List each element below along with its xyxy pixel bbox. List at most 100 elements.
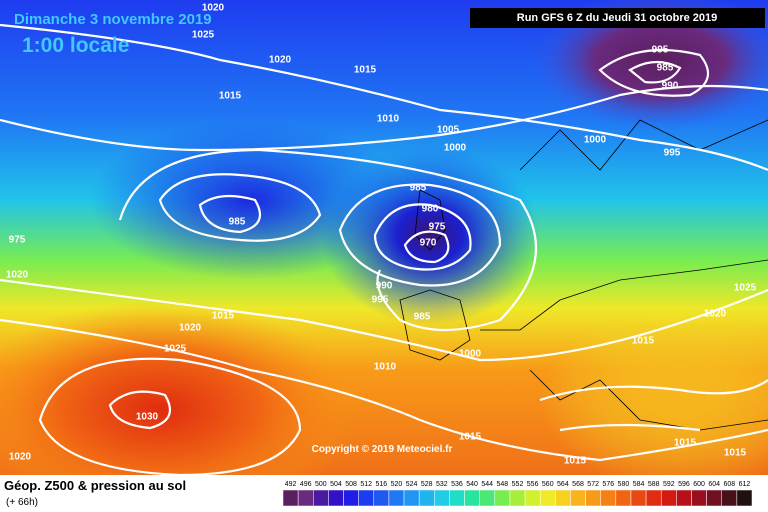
legend-label: 504	[330, 481, 342, 488]
isobar-label: 1020	[9, 452, 32, 463]
legend-label: 608	[723, 481, 735, 488]
legend-swatch	[721, 489, 738, 507]
isobar-label: 1025	[192, 30, 215, 41]
legend-swatch	[464, 489, 480, 507]
legend-swatch	[524, 489, 541, 507]
legend-swatch	[570, 489, 586, 507]
isobar-label: 1015	[724, 448, 747, 459]
legend-swatch	[418, 489, 435, 507]
legend-label: 532	[436, 481, 448, 488]
legend-swatch	[555, 489, 571, 507]
legend-swatch	[600, 489, 617, 507]
isobar-label: 1015	[354, 65, 377, 76]
map-time: 1:00 locale	[22, 34, 129, 57]
legend-swatch	[282, 489, 299, 507]
legend-label: 528	[421, 481, 433, 488]
legend-label: 592	[663, 481, 675, 488]
legend-swatch	[328, 489, 344, 507]
legend-label: 496	[300, 481, 312, 488]
isobar-label: 1020	[202, 3, 225, 14]
legend-label: 588	[648, 481, 660, 488]
isobar-label: 1015	[219, 91, 242, 102]
legend-label: 500	[315, 481, 327, 488]
isobar-label: 1030	[136, 412, 159, 423]
legend-label: 560	[542, 481, 554, 488]
isobar-label: 1010	[377, 114, 400, 125]
isobar-label: 995	[664, 148, 681, 159]
isobar-label: 1025	[164, 344, 187, 355]
coastlines	[399, 119, 768, 431]
isobar-label: 985	[657, 63, 674, 74]
legend-label: 524	[406, 481, 418, 488]
isobar-label: 975	[9, 235, 26, 246]
isobar-label: 990	[662, 81, 679, 92]
legend-label: 564	[557, 481, 569, 488]
legend-label: 576	[602, 481, 614, 488]
isobar-label: 1000	[444, 143, 467, 154]
isobar-label: 980	[422, 204, 439, 215]
legend-swatch	[615, 489, 632, 507]
isobar-label: 985	[410, 183, 427, 194]
legend-label: 572	[587, 481, 599, 488]
isobar-label: 975	[429, 222, 446, 233]
legend-swatch	[313, 489, 329, 507]
legend-swatch	[449, 489, 465, 507]
isobar-label: 1015	[674, 438, 697, 449]
legend-label: 584	[633, 481, 645, 488]
legend-swatch	[388, 489, 405, 507]
isobar-label: 1015	[459, 432, 482, 443]
legend-label: 540	[466, 481, 478, 488]
legend-label: 612	[739, 481, 751, 488]
isobars	[0, 23, 768, 477]
legend-swatch	[403, 489, 420, 507]
isobar-label: 1015	[564, 456, 587, 467]
isobar-label: 1020	[269, 55, 292, 66]
legend-swatch	[585, 489, 601, 507]
isobar-label: 995	[652, 45, 669, 56]
isobar-label: 1000	[459, 349, 482, 360]
legend-label: 508	[345, 481, 357, 488]
isobar-label: 1025	[734, 283, 757, 294]
isobar-label: 1015	[212, 311, 235, 322]
isobar-label: 990	[376, 281, 393, 292]
legend-swatch	[736, 489, 753, 507]
isobar-label: 1015	[632, 336, 655, 347]
legend-label: 512	[360, 481, 372, 488]
map-date: Dimanche 3 novembre 2019	[14, 11, 212, 28]
footer-lead: (+ 66h)	[6, 497, 38, 508]
legend-label: 544	[481, 481, 493, 488]
legend-swatch	[373, 489, 390, 507]
isobar-label: 1000	[584, 135, 607, 146]
isobar-label: 995	[372, 295, 389, 306]
run-info: Run GFS 6 Z du Jeudi 31 octobre 2019	[517, 12, 718, 24]
legend-label: 568	[572, 481, 584, 488]
legend-swatch	[691, 489, 707, 507]
legend-label: 516	[375, 481, 387, 488]
copyright: Copyright © 2019 Meteociel.fr	[312, 444, 453, 455]
legend-swatch	[630, 489, 647, 507]
legend-swatch	[297, 489, 314, 507]
legend-swatch	[660, 489, 677, 507]
legend-swatch	[539, 489, 556, 507]
isobar-label: 970	[420, 238, 437, 249]
legend-label: 520	[391, 481, 403, 488]
legend-label: 556	[527, 481, 539, 488]
isobar-label: 1020	[179, 323, 202, 334]
legend-label: 552	[512, 481, 524, 488]
isobar-label: 1010	[374, 362, 397, 373]
footer-title: Géop. Z500 & pression au sol	[4, 478, 186, 493]
legend-swatch	[494, 489, 511, 507]
legend-label: 548	[497, 481, 509, 488]
legend-swatch	[509, 489, 526, 507]
legend-label: 536	[451, 481, 463, 488]
legend-label: 492	[285, 481, 297, 488]
legend-swatch	[434, 489, 450, 507]
legend-swatch	[343, 489, 359, 507]
legend-swatch	[676, 489, 692, 507]
run-box	[470, 8, 765, 28]
isobar-label: 1005	[437, 125, 460, 136]
legend-swatch	[645, 489, 662, 507]
legend-label: 596	[678, 481, 690, 488]
isobar-label: 1020	[704, 309, 727, 320]
legend-label: 600	[693, 481, 705, 488]
